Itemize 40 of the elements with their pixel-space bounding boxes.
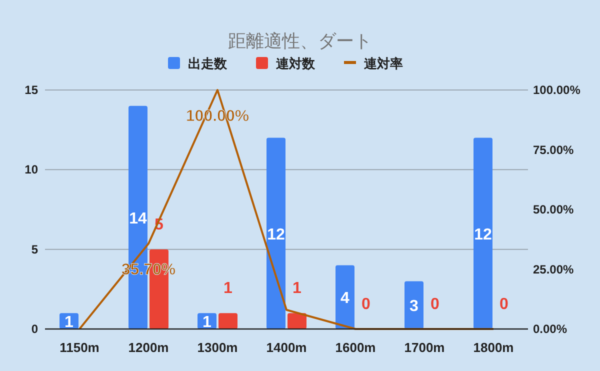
- data-label: 12: [474, 226, 492, 244]
- data-label: 35.70%: [121, 262, 176, 279]
- x-tick-label: 1300m: [197, 340, 238, 355]
- y-tick-label: 15: [24, 83, 38, 97]
- data-label: 0: [500, 296, 509, 313]
- x-tick-label: 1200m: [128, 340, 169, 355]
- bar: [218, 313, 238, 329]
- data-label: 1: [202, 314, 212, 332]
- chart-title: 距離適性、ダート: [228, 31, 372, 51]
- y2-tick-label: 50.00%: [533, 202, 574, 216]
- legend-label: 連対率: [363, 56, 403, 71]
- y2-tick-label: 75.00%: [533, 142, 574, 157]
- line-series: [78, 89, 494, 330]
- data-label: 1: [64, 314, 74, 332]
- legend-label: 連対数: [275, 56, 316, 71]
- x-tick-label: 1700m: [404, 340, 445, 355]
- bar: [266, 138, 286, 329]
- data-label: 3: [410, 298, 419, 316]
- y-tick-label: 0: [31, 322, 38, 336]
- bar: [288, 313, 306, 329]
- y2-tick-label: 25.00%: [533, 262, 574, 276]
- bar: [474, 138, 492, 329]
- data-label: 0: [362, 296, 371, 313]
- y-tick-label: 10: [24, 162, 38, 177]
- legend-label: 出走数: [188, 56, 228, 71]
- x-tick-label: 1400m: [266, 340, 307, 355]
- y2-tick-label: 0.00%: [533, 322, 568, 336]
- x-tick-label: 1800m: [473, 340, 514, 355]
- y-tick-label: 5: [31, 242, 38, 256]
- x-tick-label: 1600m: [335, 340, 376, 355]
- data-label: 1: [224, 280, 233, 298]
- x-tick-label: 1150m: [60, 340, 100, 355]
- data-label: 12: [267, 226, 285, 244]
- data-label: 1: [292, 280, 302, 298]
- bar: [404, 281, 424, 329]
- y2-tick-label: 100.00%: [533, 83, 581, 97]
- data-label: 14: [129, 210, 147, 228]
- data-label: 4: [340, 290, 350, 308]
- data-label: 0: [430, 296, 440, 313]
- bar: [336, 265, 354, 329]
